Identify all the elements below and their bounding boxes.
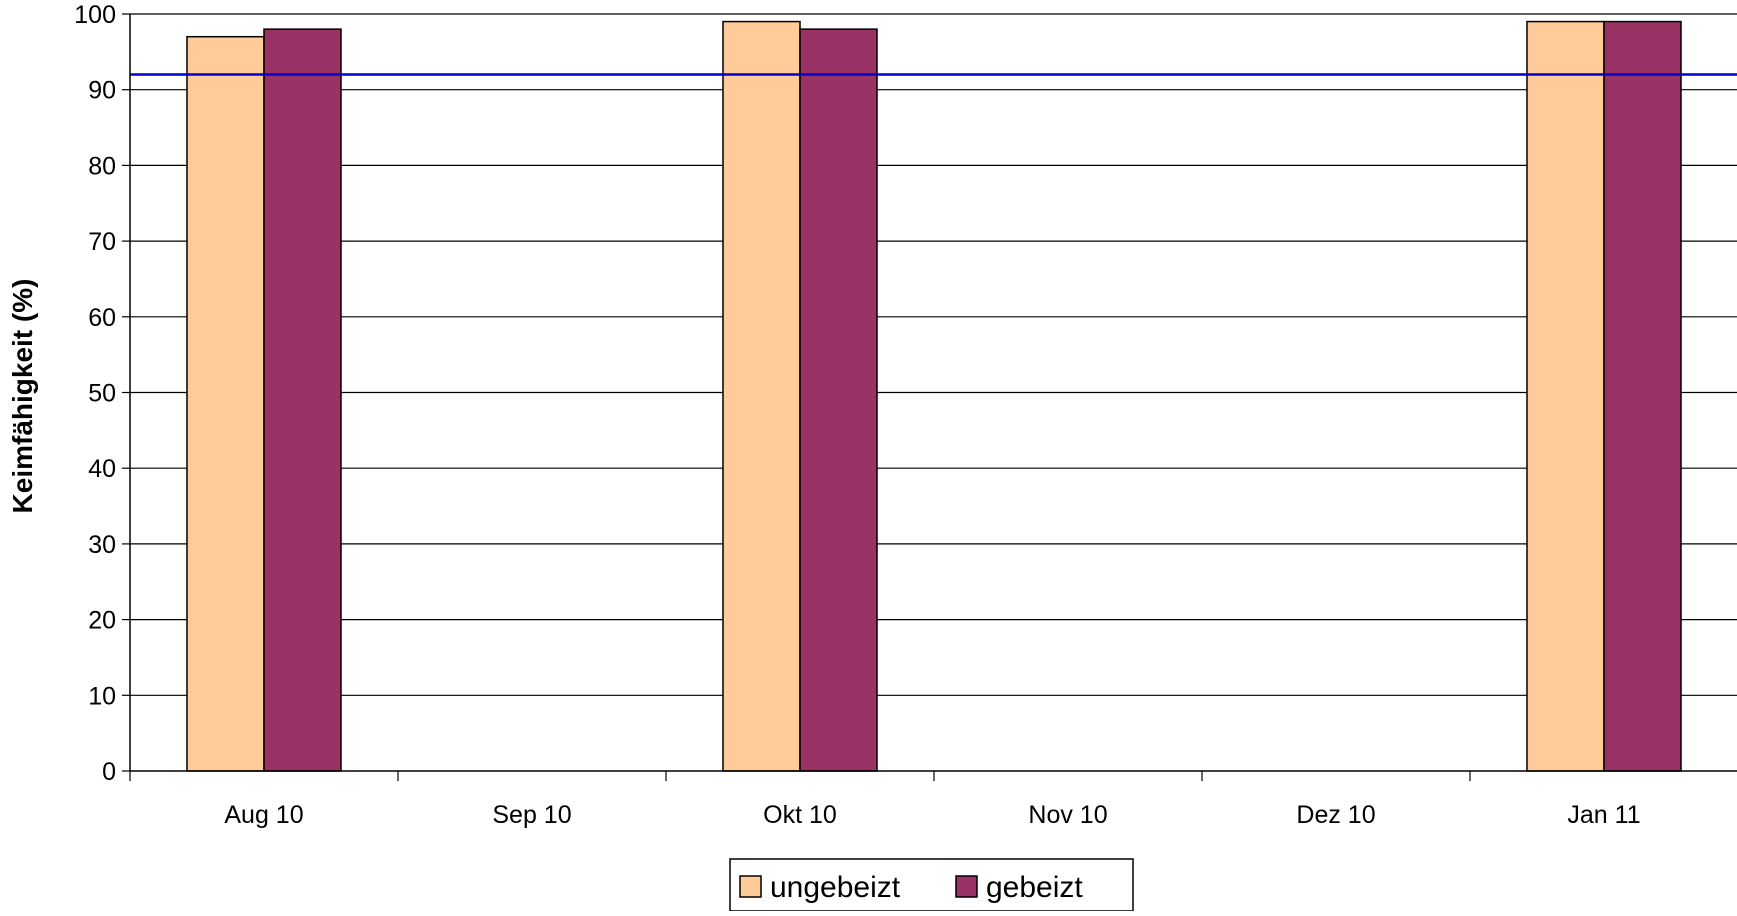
bar-gebeizt-aug-10 [263,28,342,772]
bars [186,20,1682,772]
x-tick-label: Sep 10 [492,801,571,829]
y-tick-label: 40 [88,455,116,483]
y-tick-label: 70 [88,228,116,256]
legend-swatch-ungebeizt [739,875,762,898]
tick-labels: 0 10 20 30 40 50 60 70 80 90 100 Aug 10 Sep 10 Okt 10… [74,1,1640,829]
bar-ungebeizt-okt-10 [722,20,801,772]
y-tick-label: 60 [88,304,116,332]
legend-swatch-gebeizt [955,875,978,898]
x-tick-label: Nov 10 [1028,801,1107,829]
y-tick-label: 20 [88,607,116,635]
x-tick-label: Dez 10 [1296,801,1375,829]
bar-gebeizt-jan-11 [1603,20,1682,772]
legend-box [729,858,1134,912]
y-tick-label: 80 [88,152,116,180]
y-tick-label: 90 [88,77,116,105]
y-tick-label: 30 [88,531,116,559]
x-tick-label: Jan 11 [1567,801,1640,829]
x-tick-label: Aug 10 [224,801,303,829]
x-tick-label: Okt 10 [763,801,837,829]
bar-gebeizt-okt-10 [799,28,878,772]
y-tick-label: 10 [88,682,116,710]
y-axis-title: Keimfähigkeit (%) [7,279,38,514]
legend-label-gebeizt: gebeizt [986,871,1083,904]
bar-ungebeizt-jan-11 [1526,20,1605,772]
y-tick-label: 0 [102,758,116,786]
bar-ungebeizt-aug-10 [186,35,265,772]
axes [122,13,1737,781]
y-tick-label: 100 [74,1,116,29]
legend-label-ungebeizt: ungebeizt [770,871,901,904]
y-tick-label: 50 [88,380,116,408]
legend: ungebeizt gebeizt [729,858,1134,912]
gridlines [130,13,1737,696]
